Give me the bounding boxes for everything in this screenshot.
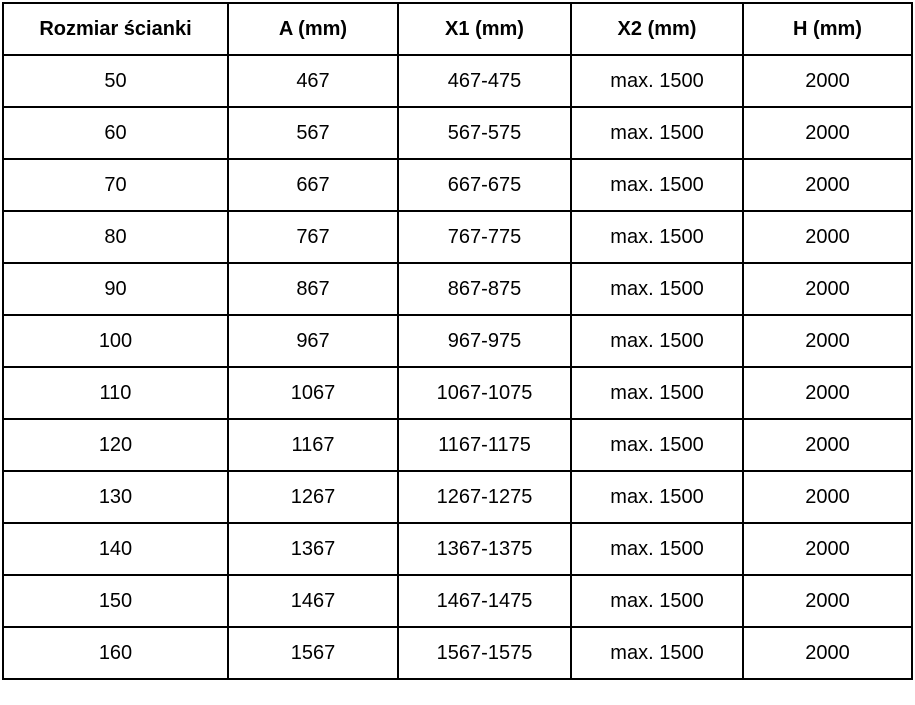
cell-h: 2000: [742, 54, 913, 108]
cell-size: 140: [2, 522, 229, 576]
cell-a: 1467: [227, 574, 399, 628]
cell-x2: max. 1500: [570, 418, 744, 472]
column-header-h: H (mm): [742, 2, 913, 56]
cell-x2: max. 1500: [570, 574, 744, 628]
cell-h: 2000: [742, 470, 913, 524]
cell-x2: max. 1500: [570, 314, 744, 368]
cell-a: 1167: [227, 418, 399, 472]
cell-h: 2000: [742, 366, 913, 420]
cell-size: 70: [2, 158, 229, 212]
cell-size: 160: [2, 626, 229, 680]
cell-h: 2000: [742, 574, 913, 628]
table-row: 50 467 467-475 max. 1500 2000: [2, 54, 913, 108]
column-header-x1: X1 (mm): [397, 2, 572, 56]
cell-h: 2000: [742, 210, 913, 264]
cell-h: 2000: [742, 418, 913, 472]
cell-x1: 667-675: [397, 158, 572, 212]
table-row: 60 567 567-575 max. 1500 2000: [2, 106, 913, 160]
table-row: 80 767 767-775 max. 1500 2000: [2, 210, 913, 264]
table-row: 120 1167 1167-1175 max. 1500 2000: [2, 418, 913, 472]
cell-size: 60: [2, 106, 229, 160]
cell-size: 100: [2, 314, 229, 368]
table-row: 160 1567 1567-1575 max. 1500 2000: [2, 626, 913, 680]
cell-size: 80: [2, 210, 229, 264]
column-header-a: A (mm): [227, 2, 399, 56]
cell-h: 2000: [742, 106, 913, 160]
table-header-row: Rozmiar ścianki A (mm) X1 (mm) X2 (mm) H (mm…: [2, 2, 913, 56]
cell-x1: 1267-1275: [397, 470, 572, 524]
table-header: Rozmiar ścianki A (mm) X1 (mm) X2 (mm) H (mm…: [2, 2, 913, 56]
cell-size: 130: [2, 470, 229, 524]
cell-x1: 1167-1175: [397, 418, 572, 472]
cell-h: 2000: [742, 626, 913, 680]
cell-size: 90: [2, 262, 229, 316]
table-row: 70 667 667-675 max. 1500 2000: [2, 158, 913, 212]
cell-size: 150: [2, 574, 229, 628]
table-row: 140 1367 1367-1375 max. 1500 2000: [2, 522, 913, 576]
cell-size: 50: [2, 54, 229, 108]
cell-x2: max. 1500: [570, 54, 744, 108]
cell-size: 120: [2, 418, 229, 472]
cell-x1: 967-975: [397, 314, 572, 368]
table-row: 150 1467 1467-1475 max. 1500 2000: [2, 574, 913, 628]
cell-x2: max. 1500: [570, 626, 744, 680]
dimensions-table: Rozmiar ścianki A (mm) X1 (mm) X2 (mm) H (mm…: [2, 2, 913, 680]
table-body: 50 467 467-475 max. 1500 2000 60 567 567-575 max…: [2, 54, 913, 680]
cell-a: 867: [227, 262, 399, 316]
table-row: 110 1067 1067-1075 max. 1500 2000: [2, 366, 913, 420]
cell-a: 1367: [227, 522, 399, 576]
cell-a: 467: [227, 54, 399, 108]
cell-h: 2000: [742, 262, 913, 316]
cell-x1: 1367-1375: [397, 522, 572, 576]
cell-x1: 467-475: [397, 54, 572, 108]
cell-a: 1067: [227, 366, 399, 420]
cell-x2: max. 1500: [570, 262, 744, 316]
cell-x1: 867-875: [397, 262, 572, 316]
cell-h: 2000: [742, 314, 913, 368]
cell-x2: max. 1500: [570, 106, 744, 160]
cell-x1: 1067-1075: [397, 366, 572, 420]
cell-a: 1267: [227, 470, 399, 524]
cell-x1: 1467-1475: [397, 574, 572, 628]
cell-h: 2000: [742, 158, 913, 212]
table-row: 100 967 967-975 max. 1500 2000: [2, 314, 913, 368]
cell-size: 110: [2, 366, 229, 420]
column-header-size: Rozmiar ścianki: [2, 2, 229, 56]
column-header-x2: X2 (mm): [570, 2, 744, 56]
cell-x2: max. 1500: [570, 470, 744, 524]
cell-x2: max. 1500: [570, 366, 744, 420]
cell-x2: max. 1500: [570, 210, 744, 264]
cell-x1: 1567-1575: [397, 626, 572, 680]
cell-x1: 767-775: [397, 210, 572, 264]
cell-x1: 567-575: [397, 106, 572, 160]
cell-a: 767: [227, 210, 399, 264]
cell-x2: max. 1500: [570, 158, 744, 212]
cell-x2: max. 1500: [570, 522, 744, 576]
cell-a: 1567: [227, 626, 399, 680]
cell-h: 2000: [742, 522, 913, 576]
cell-a: 967: [227, 314, 399, 368]
table-row: 90 867 867-875 max. 1500 2000: [2, 262, 913, 316]
table-row: 130 1267 1267-1275 max. 1500 2000: [2, 470, 913, 524]
cell-a: 667: [227, 158, 399, 212]
cell-a: 567: [227, 106, 399, 160]
